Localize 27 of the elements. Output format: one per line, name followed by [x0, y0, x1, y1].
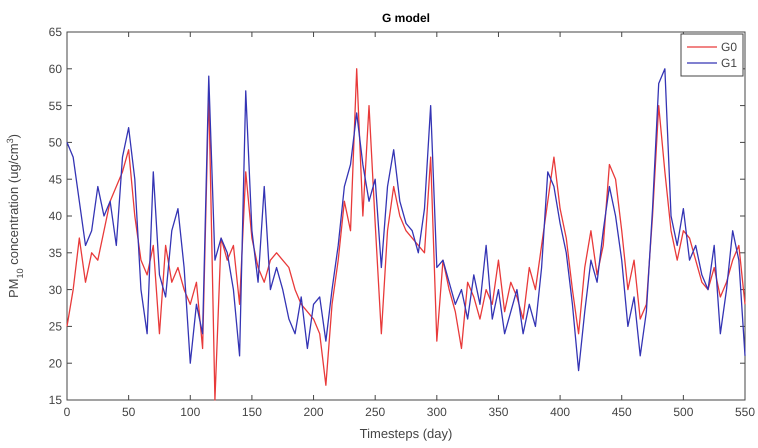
y-tick-label: 35: [48, 246, 62, 260]
x-tick-label: 150: [242, 405, 262, 419]
legend-label: G0: [721, 40, 738, 54]
y-tick-label: 45: [48, 172, 62, 186]
y-tick-label: 20: [48, 356, 62, 370]
x-axis-title: Timesteps (day): [360, 426, 452, 441]
x-tick-label: 300: [426, 405, 448, 419]
x-tick-label: 450: [612, 405, 632, 419]
legend-label: G1: [721, 56, 738, 70]
x-tick-label: 50: [122, 405, 136, 419]
y-tick-label: 50: [48, 136, 62, 150]
y-tick-label: 30: [48, 282, 62, 297]
x-tick-label: 250: [365, 405, 386, 419]
x-tick-label: 550: [734, 405, 756, 419]
y-tick-label: 55: [48, 98, 62, 113]
chart-title: G model: [382, 11, 430, 25]
x-tick-label: 350: [488, 405, 509, 419]
y-tick-label: 60: [48, 62, 62, 76]
x-tick-label: 400: [550, 405, 570, 419]
y-tick-label: 65: [48, 25, 62, 40]
y-tick-label: 25: [48, 320, 62, 334]
y-tick-label: 15: [48, 393, 62, 408]
x-tick-label: 0: [64, 405, 71, 419]
y-tick-label: 40: [48, 209, 62, 224]
x-tick-label: 500: [673, 405, 694, 419]
x-tick-label: 100: [180, 405, 201, 419]
x-tick-label: 200: [304, 405, 324, 419]
